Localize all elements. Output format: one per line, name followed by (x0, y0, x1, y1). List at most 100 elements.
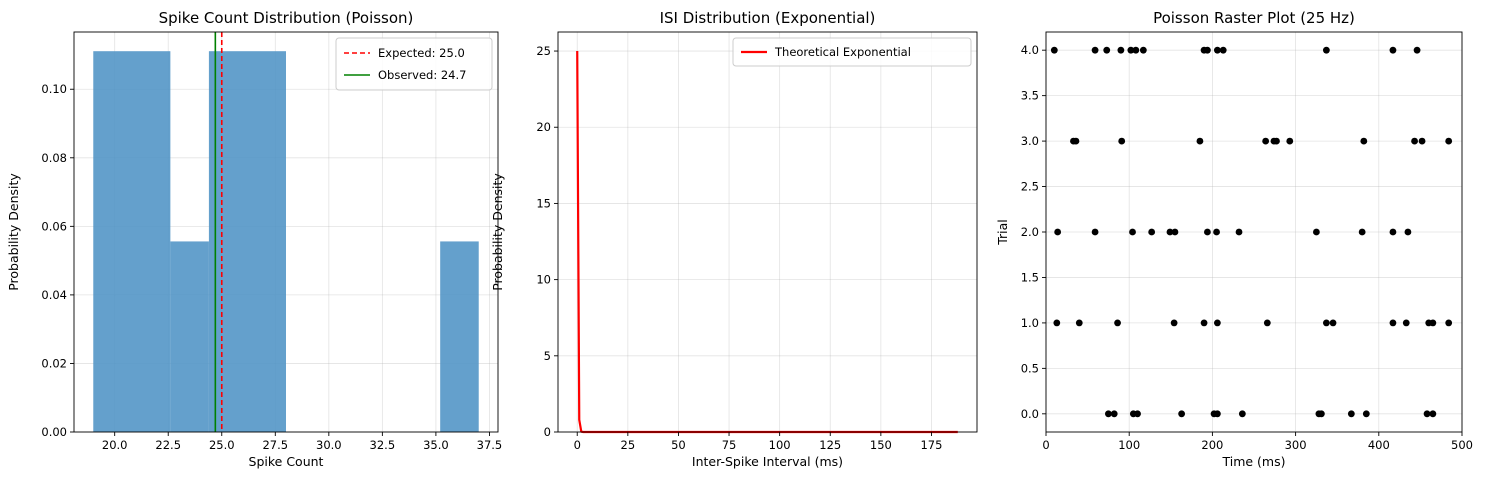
x-tick-label: 0 (574, 438, 581, 452)
x-tick-label: 35.0 (423, 438, 449, 452)
spike-marker (1317, 410, 1325, 418)
spike-marker (1263, 319, 1271, 327)
spike-marker (1262, 137, 1270, 145)
spike-marker (1273, 137, 1280, 145)
spike-marker (1413, 46, 1421, 54)
x-axis-label: Time (ms) (1221, 454, 1285, 469)
y-tick-label: 5 (544, 349, 551, 363)
spike-marker (1389, 228, 1397, 236)
spike-marker (1054, 228, 1062, 236)
spike-marker (1200, 319, 1208, 327)
spike-marker (1213, 319, 1221, 327)
y-tick-label: 0.5 (1021, 361, 1039, 375)
y-tick-label: 1.0 (1021, 316, 1039, 330)
spike-marker (1445, 137, 1453, 145)
spike-marker (1411, 137, 1418, 145)
spike-marker (1329, 319, 1337, 327)
x-tick-label: 0 (1042, 438, 1049, 452)
spike-marker (1429, 319, 1437, 327)
spike-marker (1105, 410, 1112, 418)
x-axis-label: Spike Count (249, 454, 324, 469)
legend-observed-label: Observed: 24.7 (378, 68, 466, 82)
y-tick-label: 10 (536, 273, 551, 287)
chart-title: Poisson Raster Plot (25 Hz) (1153, 9, 1355, 27)
histogram-bar (440, 241, 479, 432)
y-tick-label: 20 (536, 120, 551, 134)
spike-marker (1423, 410, 1431, 418)
axes-frame (73, 31, 499, 433)
spike-marker (1358, 228, 1366, 236)
y-tick-label: 3.0 (1021, 134, 1039, 148)
y-tick-label: 0.00 (41, 425, 67, 439)
x-tick-label: 400 (1368, 438, 1390, 452)
legend-frame (732, 37, 972, 67)
y-axis-label: Trial (995, 219, 1010, 246)
spike-marker (1148, 228, 1156, 236)
spike-marker (1204, 228, 1211, 236)
y-tick-label: 0.04 (41, 288, 67, 302)
spike-marker (1445, 319, 1453, 327)
legend-expected-label: Expected: 25.0 (378, 46, 465, 60)
legend: Expected: 25.0 Observed: 24.7 (335, 37, 493, 91)
spike-marker (1178, 410, 1186, 418)
x-tick-label: 500 (1451, 438, 1473, 452)
spike-marker (1238, 410, 1246, 418)
spike-marker (1075, 319, 1083, 327)
spike-marker (1132, 46, 1140, 54)
spike-marker (1322, 46, 1330, 54)
spike-marker (1213, 228, 1220, 236)
histogram-bar (93, 51, 171, 432)
x-axis-label: Inter-Spike Interval (ms) (692, 454, 843, 469)
x-tick-label: 125 (819, 438, 841, 452)
spike-count-histogram-panel: 20.0 22.5 25.0 27.5 30.0 32.5 35.0 37.5 0.00 0.0… (6, 9, 502, 469)
spike-marker (1213, 46, 1221, 54)
spike-marker (1360, 137, 1368, 145)
spike-marker (1117, 46, 1125, 54)
y-axis-label: Probability Density (490, 173, 505, 291)
spike-marker (1127, 46, 1135, 54)
spike-marker (1362, 410, 1370, 418)
x-tick-label: 25 (621, 438, 636, 452)
spike-marker (1235, 228, 1243, 236)
spike-marker (1389, 46, 1397, 54)
spike-marker (1166, 228, 1174, 236)
y-tick-label: 25 (536, 44, 551, 58)
histogram-bar (208, 51, 286, 432)
x-tick-label: 100 (769, 438, 791, 452)
x-tick-label: 27.5 (262, 438, 288, 452)
y-axis-label: Probability Density (6, 173, 21, 291)
spike-marker (1170, 319, 1178, 327)
y-tick-label: 4.0 (1021, 43, 1039, 57)
y-tick-label: 0.10 (41, 82, 67, 96)
spike-marker (1196, 137, 1204, 145)
x-tick-label: 100 (1118, 438, 1140, 452)
spike-marker (1286, 137, 1294, 145)
spike-marker (1053, 319, 1061, 327)
y-tick-label: 0 (544, 425, 551, 439)
spike-marker (1110, 410, 1118, 418)
spike-marker (1213, 410, 1221, 418)
x-tick-label: 75 (722, 438, 737, 452)
spike-marker (1389, 319, 1397, 327)
spike-marker (1114, 319, 1121, 327)
y-tick-label: 15 (536, 196, 551, 210)
chart-title: ISI Distribution (Exponential) (660, 9, 876, 27)
legend-exponential-label: Theoretical Exponential (774, 45, 911, 59)
axes-frame (557, 31, 978, 433)
y-tick-label: 3.5 (1021, 89, 1039, 103)
spike-marker (1204, 46, 1211, 54)
x-tick-label: 300 (1285, 438, 1307, 452)
spike-marker (1418, 137, 1426, 145)
spike-marker (1322, 319, 1330, 327)
y-tick-label: 0.08 (41, 151, 67, 165)
legend-frame (335, 37, 493, 91)
x-tick-label: 32.5 (370, 438, 396, 452)
spike-marker (1402, 319, 1410, 327)
x-tick-label: 30.0 (316, 438, 342, 452)
spike-marker (1129, 228, 1136, 236)
y-tick-label: 2.0 (1021, 225, 1039, 239)
spike-marker (1139, 46, 1147, 54)
x-tick-label: 200 (1201, 438, 1223, 452)
histogram-bar (170, 241, 209, 432)
